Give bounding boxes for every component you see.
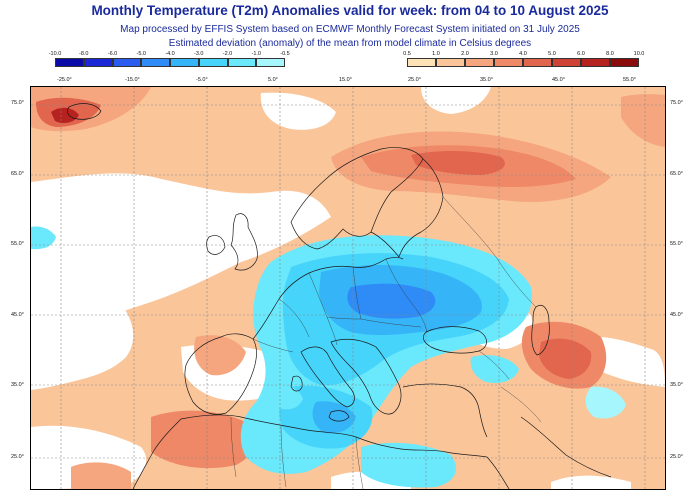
legend-cold-labels: -10.0 -8.0 -6.0 -5.0 -4.0 -3.0 -2.0 -1.0 -0.5 bbox=[49, 51, 290, 59]
legend_cold-tick-label: -0.5 bbox=[280, 51, 290, 57]
legend_warm-swatch bbox=[552, 58, 581, 67]
legend_cold-swatch bbox=[112, 58, 142, 67]
legend_warm-swatch bbox=[581, 58, 610, 67]
legend_cold-swatch bbox=[55, 58, 84, 67]
cold-zones bbox=[31, 226, 626, 488]
legend_cold-tick-label: -6.0 bbox=[107, 51, 118, 57]
lat-label: 25.0° bbox=[11, 454, 24, 460]
lat-label: 65.0° bbox=[670, 171, 683, 177]
legend_cold-tick-label: -4.0 bbox=[165, 51, 175, 57]
coastlines bbox=[67, 103, 612, 489]
legend_warm-tick-label: 1.0 bbox=[432, 51, 440, 57]
legend-warm-labels: 0.5 1.0 2.0 3.0 4.0 5.0 6.0 8.0 10.0 bbox=[403, 51, 644, 59]
lat-label: 35.0° bbox=[670, 382, 683, 388]
legend_cold-tick-label: -2.0 bbox=[222, 51, 233, 57]
legend_cold-tick-label: -1.0 bbox=[251, 51, 261, 57]
legend_warm-tick-label: 2.0 bbox=[461, 51, 469, 57]
lat-label: 45.0° bbox=[11, 312, 24, 318]
legend-cold-colorbar bbox=[55, 58, 285, 67]
legend_warm-swatch bbox=[494, 58, 523, 67]
legend_cold-swatch bbox=[256, 58, 285, 67]
legend_warm-tick-label: 8.0 bbox=[606, 51, 614, 57]
country-borders bbox=[230, 196, 542, 489]
lon-label: 35.0° bbox=[480, 77, 493, 83]
legend_warm-tick-label: 4.0 bbox=[519, 51, 527, 57]
lon-label: 15.0° bbox=[339, 77, 352, 83]
map-subtitle-description: Estimated deviation (anomaly) of the mea… bbox=[168, 38, 532, 49]
lon-label: -5.0° bbox=[196, 77, 208, 83]
lat-label: 45.0° bbox=[670, 312, 683, 318]
legend_cold-swatch bbox=[227, 58, 257, 67]
legend_warm-tick-label: 6.0 bbox=[577, 51, 585, 57]
legend-warm-colorbar bbox=[407, 58, 639, 67]
lat-labels-right: 75.0° 65.0° 55.0° 45.0° 35.0° 25.0° bbox=[665, 0, 700, 495]
map-subtitle-source: Map processed by EFFIS System based on E… bbox=[120, 24, 580, 35]
legend_warm-swatch bbox=[465, 58, 494, 67]
lon-label: 55.0° bbox=[623, 77, 636, 83]
legend_cold-swatch bbox=[198, 58, 228, 67]
legend_cold-swatch bbox=[170, 58, 199, 67]
lon-label: -15.0° bbox=[125, 77, 140, 83]
legend_warm-tick-label: 3.0 bbox=[490, 51, 498, 57]
anomaly-map-svg bbox=[31, 87, 665, 489]
legend_cold-swatch bbox=[83, 58, 113, 67]
lon-label: 5.0° bbox=[268, 77, 278, 83]
lon-label: 45.0° bbox=[552, 77, 565, 83]
lat-label: 55.0° bbox=[11, 241, 24, 247]
lon-label: -25.0° bbox=[57, 77, 72, 83]
lat-label: 75.0° bbox=[670, 100, 683, 106]
lat-label: 25.0° bbox=[670, 454, 683, 460]
legend_cold-tick-label: -8.0 bbox=[79, 51, 89, 57]
legend_cold-tick-label: -5.0 bbox=[136, 51, 146, 57]
map-title: Monthly Temperature (T2m) Anomalies vali… bbox=[91, 3, 609, 18]
legend_warm-swatch bbox=[523, 58, 552, 67]
legend_cold-swatch bbox=[141, 58, 170, 67]
legend_cold-tick-label: -3.0 bbox=[194, 51, 204, 57]
legend_warm-tick-label: 10.0 bbox=[633, 51, 645, 57]
anomaly-map[interactable] bbox=[30, 86, 666, 490]
warm-zones bbox=[31, 87, 665, 489]
lat-label: 65.0° bbox=[11, 171, 24, 177]
lat-labels-left: 75.0° 65.0° 55.0° 45.0° 35.0° 25.0° bbox=[0, 0, 30, 495]
lon-labels-top: -25.0° -15.0° -5.0° 5.0° 15.0° 25.0° 35.0° 45.0… bbox=[0, 77, 700, 85]
legend_cold-tick-label: -10.0 bbox=[48, 51, 62, 57]
legend_warm-tick-label: 5.0 bbox=[548, 51, 556, 57]
legend_warm-swatch bbox=[436, 58, 465, 67]
legend_warm-tick-label: 0.5 bbox=[403, 51, 411, 57]
legend_warm-swatch bbox=[407, 58, 436, 67]
lat-label: 35.0° bbox=[11, 382, 24, 388]
lon-label: 25.0° bbox=[408, 77, 421, 83]
lat-label: 55.0° bbox=[670, 241, 683, 247]
lat-label: 75.0° bbox=[11, 100, 24, 106]
legend_warm-swatch bbox=[610, 58, 639, 67]
